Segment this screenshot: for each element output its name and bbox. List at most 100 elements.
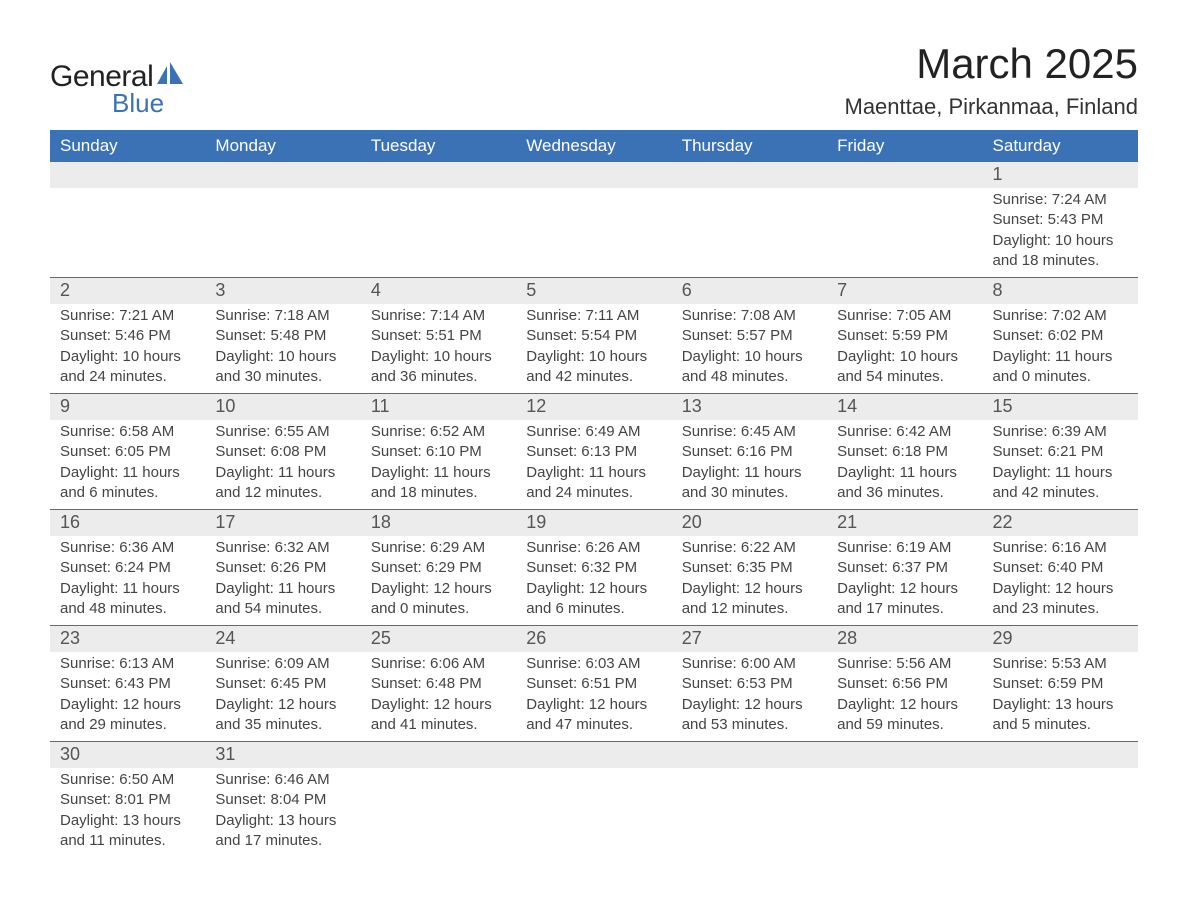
day-number-cell: 10 <box>205 394 360 421</box>
day-number-cell <box>205 162 360 188</box>
sunset-text: Sunset: 6:53 PM <box>682 674 817 694</box>
day-number-row: 1 <box>50 162 1138 188</box>
month-title: March 2025 <box>845 40 1139 88</box>
calendar-body: 1 Sunrise: 7:24 AMSunset: 5:43 PMDayligh… <box>50 162 1138 857</box>
day-number-cell <box>361 742 516 769</box>
day-detail-cell: Sunrise: 6:03 AMSunset: 6:51 PMDaylight:… <box>516 652 671 742</box>
day-detail-cell: Sunrise: 5:56 AMSunset: 6:56 PMDaylight:… <box>827 652 982 742</box>
sunset-text: Sunset: 6:05 PM <box>60 442 195 462</box>
day-number-cell: 5 <box>516 278 671 305</box>
page-header: General Blue March 2025 Maenttae, Pirkan… <box>50 40 1138 120</box>
day-number-cell <box>827 742 982 769</box>
day-detail-row: Sunrise: 6:58 AMSunset: 6:05 PM Daylight:… <box>50 420 1138 510</box>
day-number-cell: 24 <box>205 626 360 653</box>
daylight-text-1: Daylight: 11 hours <box>682 463 817 483</box>
sunrise-text: Sunrise: 6:55 AM <box>215 422 350 442</box>
daylight-text-2: and 17 minutes. <box>215 831 350 851</box>
day-number-cell: 30 <box>50 742 205 769</box>
sunrise-text: Sunrise: 6:16 AM <box>993 538 1128 558</box>
daylight-text-1: Daylight: 12 hours <box>837 695 972 715</box>
daylight-text-2: and 42 minutes. <box>993 483 1128 503</box>
day-detail-cell: Sunrise: 7:02 AMSunset: 6:02 PMDaylight:… <box>983 304 1138 394</box>
daylight-text-2: and 42 minutes. <box>526 367 661 387</box>
sunrise-text: Sunrise: 6:58 AM <box>60 422 195 442</box>
sunset-text: Sunset: 6:45 PM <box>215 674 350 694</box>
col-wednesday: Wednesday <box>516 130 671 162</box>
day-detail-cell: Sunrise: 7:24 AMSunset: 5:43 PMDaylight:… <box>983 188 1138 278</box>
sunrise-text: Sunrise: 6:22 AM <box>682 538 817 558</box>
sail-icon <box>157 62 185 91</box>
day-detail-cell <box>827 768 982 857</box>
sunset-text: Sunset: 5:46 PM <box>60 326 195 346</box>
day-number-cell <box>672 162 827 188</box>
daylight-text-1: Daylight: 12 hours <box>682 579 817 599</box>
col-sunday: Sunday <box>50 130 205 162</box>
daylight-text-2: and 59 minutes. <box>837 715 972 735</box>
day-detail-cell <box>516 768 671 857</box>
daylight-text-1: Daylight: 12 hours <box>682 695 817 715</box>
sunrise-text: Sunrise: 6:45 AM <box>682 422 817 442</box>
day-detail-row: Sunrise: 7:24 AMSunset: 5:43 PMDaylight:… <box>50 188 1138 278</box>
day-detail-cell: Sunrise: 5:53 AMSunset: 6:59 PMDaylight:… <box>983 652 1138 742</box>
day-detail-cell: Sunrise: 6:42 AMSunset: 6:18 PMDaylight:… <box>827 420 982 510</box>
sunset-text: Sunset: 6:13 PM <box>526 442 661 462</box>
daylight-text-1: Daylight: 12 hours <box>526 695 661 715</box>
day-detail-row: Sunrise: 6:36 AMSunset: 6:24 PMDaylight:… <box>50 536 1138 626</box>
daylight-text-1: Daylight: 12 hours <box>60 695 195 715</box>
day-number-cell <box>361 162 516 188</box>
sunrise-text: Sunrise: 6:00 AM <box>682 654 817 674</box>
daylight-text-1: Daylight: 11 hours <box>371 463 506 483</box>
daylight-text-2: and 30 minutes. <box>682 483 817 503</box>
daylight-text-2: and 35 minutes. <box>215 715 350 735</box>
title-block: March 2025 Maenttae, Pirkanmaa, Finland <box>845 40 1139 120</box>
day-number-cell: 27 <box>672 626 827 653</box>
daylight-text-2: and 0 minutes. <box>371 599 506 619</box>
day-number-cell <box>50 162 205 188</box>
day-number-cell: 3 <box>205 278 360 305</box>
daylight-text-2: and 47 minutes. <box>526 715 661 735</box>
daylight-text-1: Daylight: 11 hours <box>60 579 195 599</box>
daylight-text-2: and 18 minutes. <box>993 251 1128 271</box>
brand-logo: General Blue <box>50 60 185 119</box>
daylight-text-2: and 48 minutes. <box>682 367 817 387</box>
daylight-text-1: Daylight: 12 hours <box>526 579 661 599</box>
day-number-cell <box>516 742 671 769</box>
day-detail-cell <box>361 188 516 278</box>
day-number-cell: 20 <box>672 510 827 537</box>
sunrise-text: Sunrise: 6:06 AM <box>371 654 506 674</box>
sunrise-text: Sunrise: 5:56 AM <box>837 654 972 674</box>
daylight-text-2: and 6 minutes. <box>526 599 661 619</box>
daylight-text-1: Daylight: 10 hours <box>682 347 817 367</box>
sunset-text: Sunset: 8:04 PM <box>215 790 350 810</box>
sunset-text: Sunset: 6:48 PM <box>371 674 506 694</box>
day-detail-cell: Sunrise: 6:13 AMSunset: 6:43 PMDaylight:… <box>50 652 205 742</box>
day-number-cell: 19 <box>516 510 671 537</box>
day-detail-cell: Sunrise: 6:09 AMSunset: 6:45 PMDaylight:… <box>205 652 360 742</box>
day-detail-cell: Sunrise: 7:14 AMSunset: 5:51 PMDaylight:… <box>361 304 516 394</box>
day-detail-cell: Sunrise: 6:58 AMSunset: 6:05 PMDaylight:… <box>50 420 205 510</box>
sunrise-text: Sunrise: 6:29 AM <box>371 538 506 558</box>
day-number-cell <box>827 162 982 188</box>
daylight-text-2: and 48 minutes. <box>60 599 195 619</box>
day-detail-cell <box>672 188 827 278</box>
brand-text-blue: Blue <box>112 88 164 119</box>
day-detail-cell: Sunrise: 7:18 AMSunset: 5:48 PMDaylight:… <box>205 304 360 394</box>
day-detail-cell <box>983 768 1138 857</box>
daylight-text-2: and 36 minutes. <box>837 483 972 503</box>
daylight-text-2: and 17 minutes. <box>837 599 972 619</box>
calendar-header-row: Sunday Monday Tuesday Wednesday Thursday… <box>50 130 1138 162</box>
daylight-text-2: and 0 minutes. <box>993 367 1128 387</box>
sunrise-text: Sunrise: 7:08 AM <box>682 306 817 326</box>
sunrise-text: Sunrise: 6:03 AM <box>526 654 661 674</box>
sunset-text: Sunset: 6:43 PM <box>60 674 195 694</box>
day-detail-cell: Sunrise: 6:46 AMSunset: 8:04 PMDaylight:… <box>205 768 360 857</box>
daylight-text-1: Daylight: 12 hours <box>993 579 1128 599</box>
sunset-text: Sunset: 6:29 PM <box>371 558 506 578</box>
location-subtitle: Maenttae, Pirkanmaa, Finland <box>845 94 1139 120</box>
day-detail-cell <box>516 188 671 278</box>
daylight-text-2: and 29 minutes. <box>60 715 195 735</box>
daylight-text-2: and 6 minutes. <box>60 483 195 503</box>
sunset-text: Sunset: 6:59 PM <box>993 674 1128 694</box>
sunrise-text: Sunrise: 7:24 AM <box>993 190 1128 210</box>
col-monday: Monday <box>205 130 360 162</box>
